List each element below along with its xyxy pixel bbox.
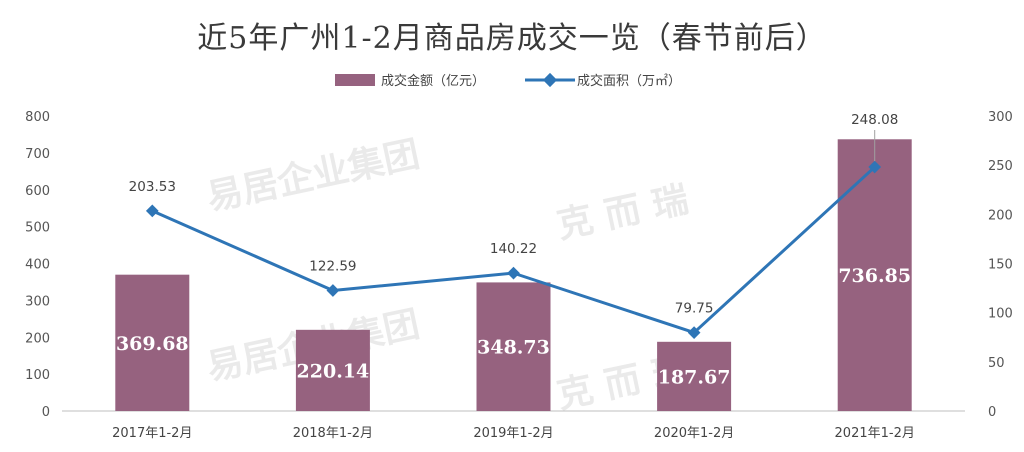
legend-marker-line	[542, 72, 558, 88]
x-tick-label: 2020年1-2月	[654, 426, 734, 441]
y-right-tick-label: 200	[988, 208, 1013, 223]
watermark-text: 易居企业集团	[203, 133, 423, 219]
bars	[115, 139, 912, 411]
line-value-label: 248.08	[851, 112, 898, 128]
x-tick-label: 2019年1-2月	[473, 426, 553, 441]
bar	[295, 329, 370, 411]
y-right-tick-label: 150	[988, 258, 1013, 273]
legend-swatch-bar	[335, 74, 375, 86]
right-axis: 0 50 100 150 200 250 300	[988, 110, 1013, 420]
y-right-tick-label: 0	[988, 405, 996, 420]
watermark: 易居企业集团 克 而 瑞 易居企业集团 克 而 瑞	[203, 133, 692, 417]
y-left-tick-label: 300	[25, 294, 50, 309]
bar-value-label: 348.73	[477, 337, 550, 359]
y-left-tick-label: 0	[42, 405, 50, 420]
line-value-label: 203.53	[129, 179, 176, 195]
bar	[115, 274, 190, 411]
y-right-tick-label: 250	[988, 159, 1013, 174]
watermark-text: 克 而 瑞	[553, 179, 692, 247]
bar-value-label: 220.14	[297, 360, 370, 382]
y-right-tick-label: 300	[988, 110, 1013, 125]
chart-title: 近5年广州1-2月商品房成交一览（春节前后）	[197, 21, 826, 56]
bar-value-label: 369.68	[116, 333, 189, 355]
line-point	[145, 204, 159, 218]
y-left-tick-label: 800	[25, 110, 50, 125]
legend: 成交金额（亿元） 成交面积（万㎡）	[335, 72, 681, 89]
y-left-tick-label: 700	[25, 147, 50, 162]
legend-label-line: 成交面积（万㎡）	[577, 73, 681, 89]
line-point	[507, 266, 520, 280]
data-labels: 369.68 220.14 348.73 187.67 736.85 203.53 122.…	[116, 112, 911, 388]
line-point	[326, 284, 340, 297]
line-value-label: 79.75	[675, 301, 714, 317]
bar	[837, 139, 912, 411]
line-value-label: 140.22	[490, 241, 537, 257]
bar	[476, 282, 551, 411]
x-tick-label: 2018年1-2月	[293, 426, 373, 441]
x-axis: 2017年1-2月 2018年1-2月 2019年1-2月 2020年1-2月 2021…	[112, 426, 915, 441]
x-tick-label: 2017年1-2月	[112, 426, 192, 441]
y-left-tick-label: 600	[25, 184, 50, 199]
y-left-tick-label: 500	[25, 221, 50, 236]
y-left-tick-label: 100	[25, 368, 50, 383]
y-right-tick-label: 100	[988, 307, 1013, 322]
y-left-tick-label: 200	[25, 331, 50, 346]
y-right-tick-label: 50	[988, 356, 1005, 371]
y-left-tick-label: 400	[25, 258, 50, 273]
line-value-label: 122.59	[309, 258, 356, 274]
left-axis: 0 100 200 300 400 500 600 700 800	[25, 110, 50, 420]
bar-value-label: 736.85	[838, 265, 911, 287]
bar-value-label: 187.67	[658, 366, 731, 388]
x-tick-label: 2021年1-2月	[835, 426, 915, 441]
bar	[657, 341, 732, 411]
legend-label-bar: 成交金额（亿元）	[381, 73, 485, 89]
